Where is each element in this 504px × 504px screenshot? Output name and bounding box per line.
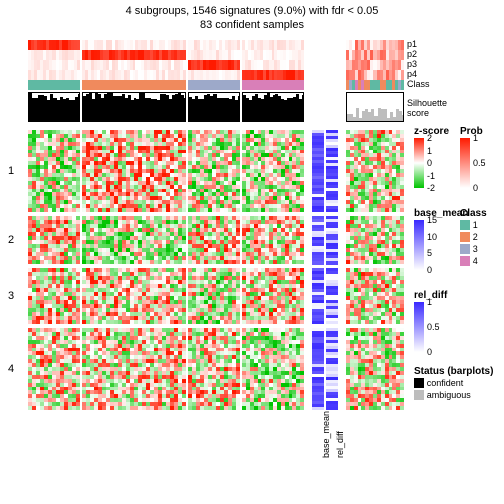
- row-group-label: 4: [8, 363, 14, 375]
- annotation-label: p1: [407, 39, 417, 49]
- title-line2: 83 confident samples: [0, 18, 504, 32]
- narrow-col-label: rel_diff: [335, 431, 345, 458]
- row-group-label: 3: [8, 290, 14, 302]
- row-group-label: 2: [8, 234, 14, 246]
- annotation-label: p4: [407, 69, 417, 79]
- annotation-label: p3: [407, 59, 417, 69]
- annotation-label: Class: [407, 79, 430, 89]
- annotation-label: p2: [407, 49, 417, 59]
- title-block: 4 subgroups, 1546 signatures (9.0%) with…: [0, 0, 504, 32]
- title-line1: 4 subgroups, 1546 signatures (9.0%) with…: [0, 4, 504, 18]
- row-group-label: 1: [8, 165, 14, 177]
- figure-area: p1p2p3p4ClassSilhouette score1234base_me…: [0, 40, 504, 504]
- narrow-col-label: base_mean: [321, 411, 331, 458]
